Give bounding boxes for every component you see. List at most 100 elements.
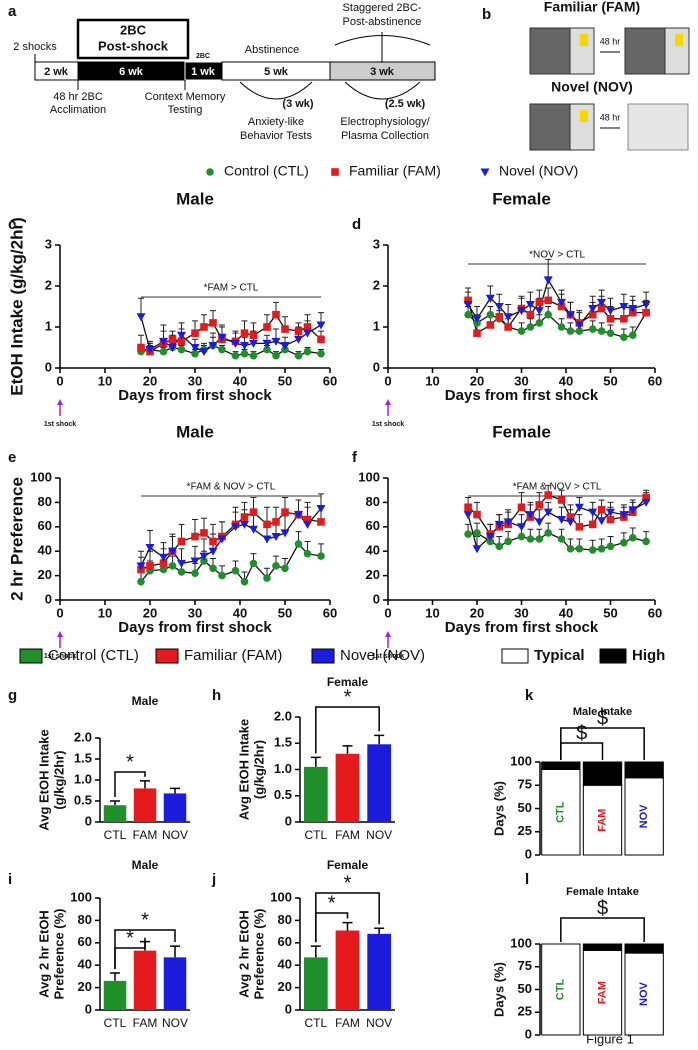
timeline-note: Abstinence bbox=[245, 44, 299, 56]
marker bbox=[619, 303, 629, 311]
marker bbox=[642, 493, 650, 502]
bracket bbox=[344, 81, 421, 100]
y-tick-label: 1.0 bbox=[274, 761, 292, 776]
panel-letter: b bbox=[482, 6, 491, 23]
x-tick-label: CTL bbox=[104, 828, 127, 842]
marker bbox=[606, 307, 615, 316]
x-axis-label: Days from first shock bbox=[445, 619, 599, 636]
error-bar bbox=[110, 800, 120, 806]
x-tick-label: 10 bbox=[98, 373, 112, 388]
y-tick-label: 0 bbox=[373, 359, 380, 374]
timeline-note: Behavior Tests bbox=[240, 130, 312, 142]
x-tick-label: 60 bbox=[648, 373, 662, 388]
marker bbox=[494, 520, 504, 529]
legend-swatch bbox=[155, 648, 179, 664]
shock-label: 1st shock bbox=[372, 653, 404, 660]
chart-title: Male bbox=[132, 858, 159, 872]
marker bbox=[159, 559, 168, 568]
y-tick-label: 60 bbox=[38, 518, 52, 533]
y-tick-label: 100 bbox=[510, 753, 532, 768]
marker bbox=[177, 345, 186, 354]
marker bbox=[294, 540, 303, 548]
x-tick-label: 20 bbox=[470, 373, 484, 388]
legend-marker bbox=[331, 168, 339, 176]
context-diagram: b Familiar (FAM) 48 hr Novel (NOV) 48 hr bbox=[482, 0, 690, 151]
x-tick-label: 30 bbox=[514, 373, 528, 388]
y-axis-label: Avg 2 hr EtOH bbox=[36, 910, 51, 998]
x-tick-label: NOV bbox=[366, 828, 392, 842]
diagram-title: Novel (NOV) bbox=[551, 79, 633, 95]
y-tick-label: 20 bbox=[38, 567, 52, 582]
marker bbox=[606, 515, 615, 524]
marker bbox=[191, 569, 199, 577]
x-tick-label: NOV bbox=[162, 828, 188, 842]
marker bbox=[485, 294, 495, 303]
significance-label: * bbox=[126, 927, 134, 949]
legend-label: Control (CTL) bbox=[48, 647, 139, 664]
panel-letter: i bbox=[8, 871, 12, 888]
timeline-panel: a 2 shocks 2BC Post-shock 2 wk 6 wk 1 wk… bbox=[8, 2, 436, 142]
marker bbox=[159, 553, 168, 562]
panel-letter: a bbox=[8, 3, 17, 20]
marker bbox=[620, 333, 628, 342]
chart-title: Male bbox=[132, 694, 159, 708]
marker bbox=[504, 323, 512, 331]
marker bbox=[575, 544, 584, 553]
marker bbox=[177, 337, 186, 346]
marker bbox=[463, 511, 473, 520]
marker bbox=[168, 344, 177, 352]
shock-label: 1st shock bbox=[44, 653, 76, 660]
y-tick-label: 2.0 bbox=[74, 729, 92, 744]
x-tick-label: 10 bbox=[98, 605, 112, 620]
timeline-note: Electrophysiology/ bbox=[340, 116, 430, 128]
category-label: FAM bbox=[596, 981, 608, 1004]
marker bbox=[535, 501, 544, 509]
category-label: NOV bbox=[638, 981, 650, 1006]
timeline-note: Acclimation bbox=[50, 104, 106, 116]
marker bbox=[159, 565, 168, 574]
y-tick-label: 100 bbox=[30, 469, 52, 484]
marker bbox=[472, 315, 482, 324]
timeline-note: Staggered 2BC- bbox=[343, 2, 422, 14]
marker bbox=[642, 537, 650, 546]
panel-letter: k bbox=[525, 687, 534, 704]
y-tick-label: 0 bbox=[85, 1001, 92, 1016]
significance-label: $ bbox=[597, 897, 608, 919]
marker bbox=[534, 518, 544, 527]
marker bbox=[303, 549, 312, 558]
marker bbox=[208, 547, 218, 556]
marker bbox=[517, 327, 526, 335]
marker bbox=[557, 323, 566, 331]
marker bbox=[588, 310, 597, 319]
marker bbox=[303, 520, 312, 529]
marker bbox=[231, 566, 240, 575]
significance-label: * bbox=[344, 686, 352, 708]
marker bbox=[606, 508, 615, 517]
marker bbox=[294, 511, 303, 520]
y-tick-label: 2 bbox=[373, 277, 380, 292]
legend-label: Control (CTL) bbox=[224, 163, 309, 179]
marker bbox=[159, 337, 168, 346]
x-axis-label: Days from first shock bbox=[445, 387, 599, 404]
timeline-note: 48 hr 2BC bbox=[53, 91, 103, 103]
error-bar bbox=[310, 945, 321, 958]
marker bbox=[218, 345, 226, 354]
segment-label: 2 wk bbox=[44, 66, 69, 78]
y-axis-label: EtOH Intake (g/kg/2hr) bbox=[7, 217, 26, 396]
diagram-title: Familiar (FAM) bbox=[544, 0, 640, 15]
y-tick-label: 50 bbox=[518, 981, 532, 996]
marker bbox=[136, 313, 146, 322]
marker bbox=[588, 325, 597, 333]
y-axis-label: Preference (%) bbox=[51, 908, 66, 999]
x-tick-label: 60 bbox=[648, 605, 662, 620]
legend-label: Typical bbox=[534, 647, 585, 664]
y-tick-label: 75 bbox=[518, 958, 532, 973]
y-tick-label: 1 bbox=[373, 318, 380, 333]
bar-segment bbox=[582, 943, 623, 951]
marker bbox=[137, 343, 145, 352]
y-tick-label: 1.0 bbox=[74, 771, 92, 786]
bracket bbox=[334, 32, 431, 62]
x-tick-label: 20 bbox=[143, 605, 157, 620]
marker bbox=[281, 508, 289, 516]
bar bbox=[163, 957, 187, 1010]
